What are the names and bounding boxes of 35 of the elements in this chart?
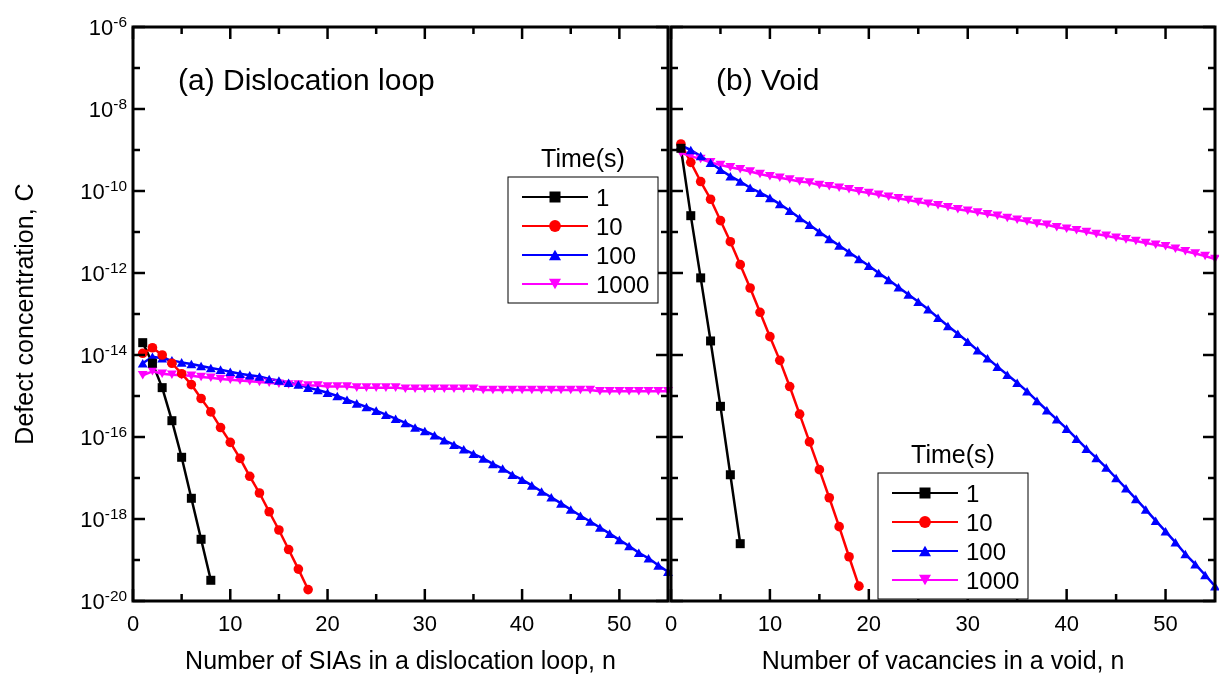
y-tick-label: 10$^{-8}$	[88, 94, 127, 122]
y-tick-label: 10$^{-6}$	[88, 12, 127, 40]
legend-label: 1	[966, 480, 980, 507]
x-tick-label: 50	[1153, 611, 1178, 636]
legend-label: 10	[966, 509, 993, 536]
x-tick-label: 30	[955, 611, 980, 636]
x-tick-label: 10	[218, 611, 243, 636]
x-tick-label: 30	[412, 611, 438, 636]
x-tick-label: 0	[664, 611, 678, 636]
legend-label: 1000	[596, 271, 650, 298]
y-tick-label: 10$^{-10}$	[80, 176, 127, 204]
legend-label: 1	[596, 184, 610, 211]
legend-title: Time(s)	[541, 144, 625, 172]
legend-label: 10	[596, 213, 623, 240]
legend-title: Time(s)	[911, 440, 995, 468]
x-axis-title: Number of vacancies in a void, n	[761, 646, 1125, 674]
text: (b) Void	[716, 63, 820, 96]
x-tick-label: 10	[757, 611, 783, 636]
y-tick-label: 10$^{-18}$	[80, 504, 127, 532]
legend-label: 100	[596, 242, 637, 269]
text: (a) Dislocation loop	[178, 63, 435, 96]
x-tick-label: 20	[856, 611, 882, 636]
y-tick-label: 10$^{-16}$	[80, 422, 127, 450]
y-tick-label: 10$^{-14}$	[80, 340, 128, 368]
x-tick-label: 0	[126, 611, 140, 636]
x-tick-label: 40	[509, 611, 535, 636]
legend-label: 1000	[966, 567, 1020, 594]
legend-label: 100	[966, 538, 1007, 565]
x-tick-label: 20	[315, 611, 340, 636]
y-tick-label: 10$^{-20}$	[80, 586, 127, 614]
x-tick-label: 50	[607, 611, 632, 636]
y-tick-label: 10$^{-12}$	[80, 258, 127, 286]
x-tick-label: 40	[1054, 611, 1079, 636]
x-axis-title: Number of SIAs in a dislocation loop, n	[185, 646, 616, 674]
y-axis-title: Defect concentration, C	[10, 183, 38, 445]
